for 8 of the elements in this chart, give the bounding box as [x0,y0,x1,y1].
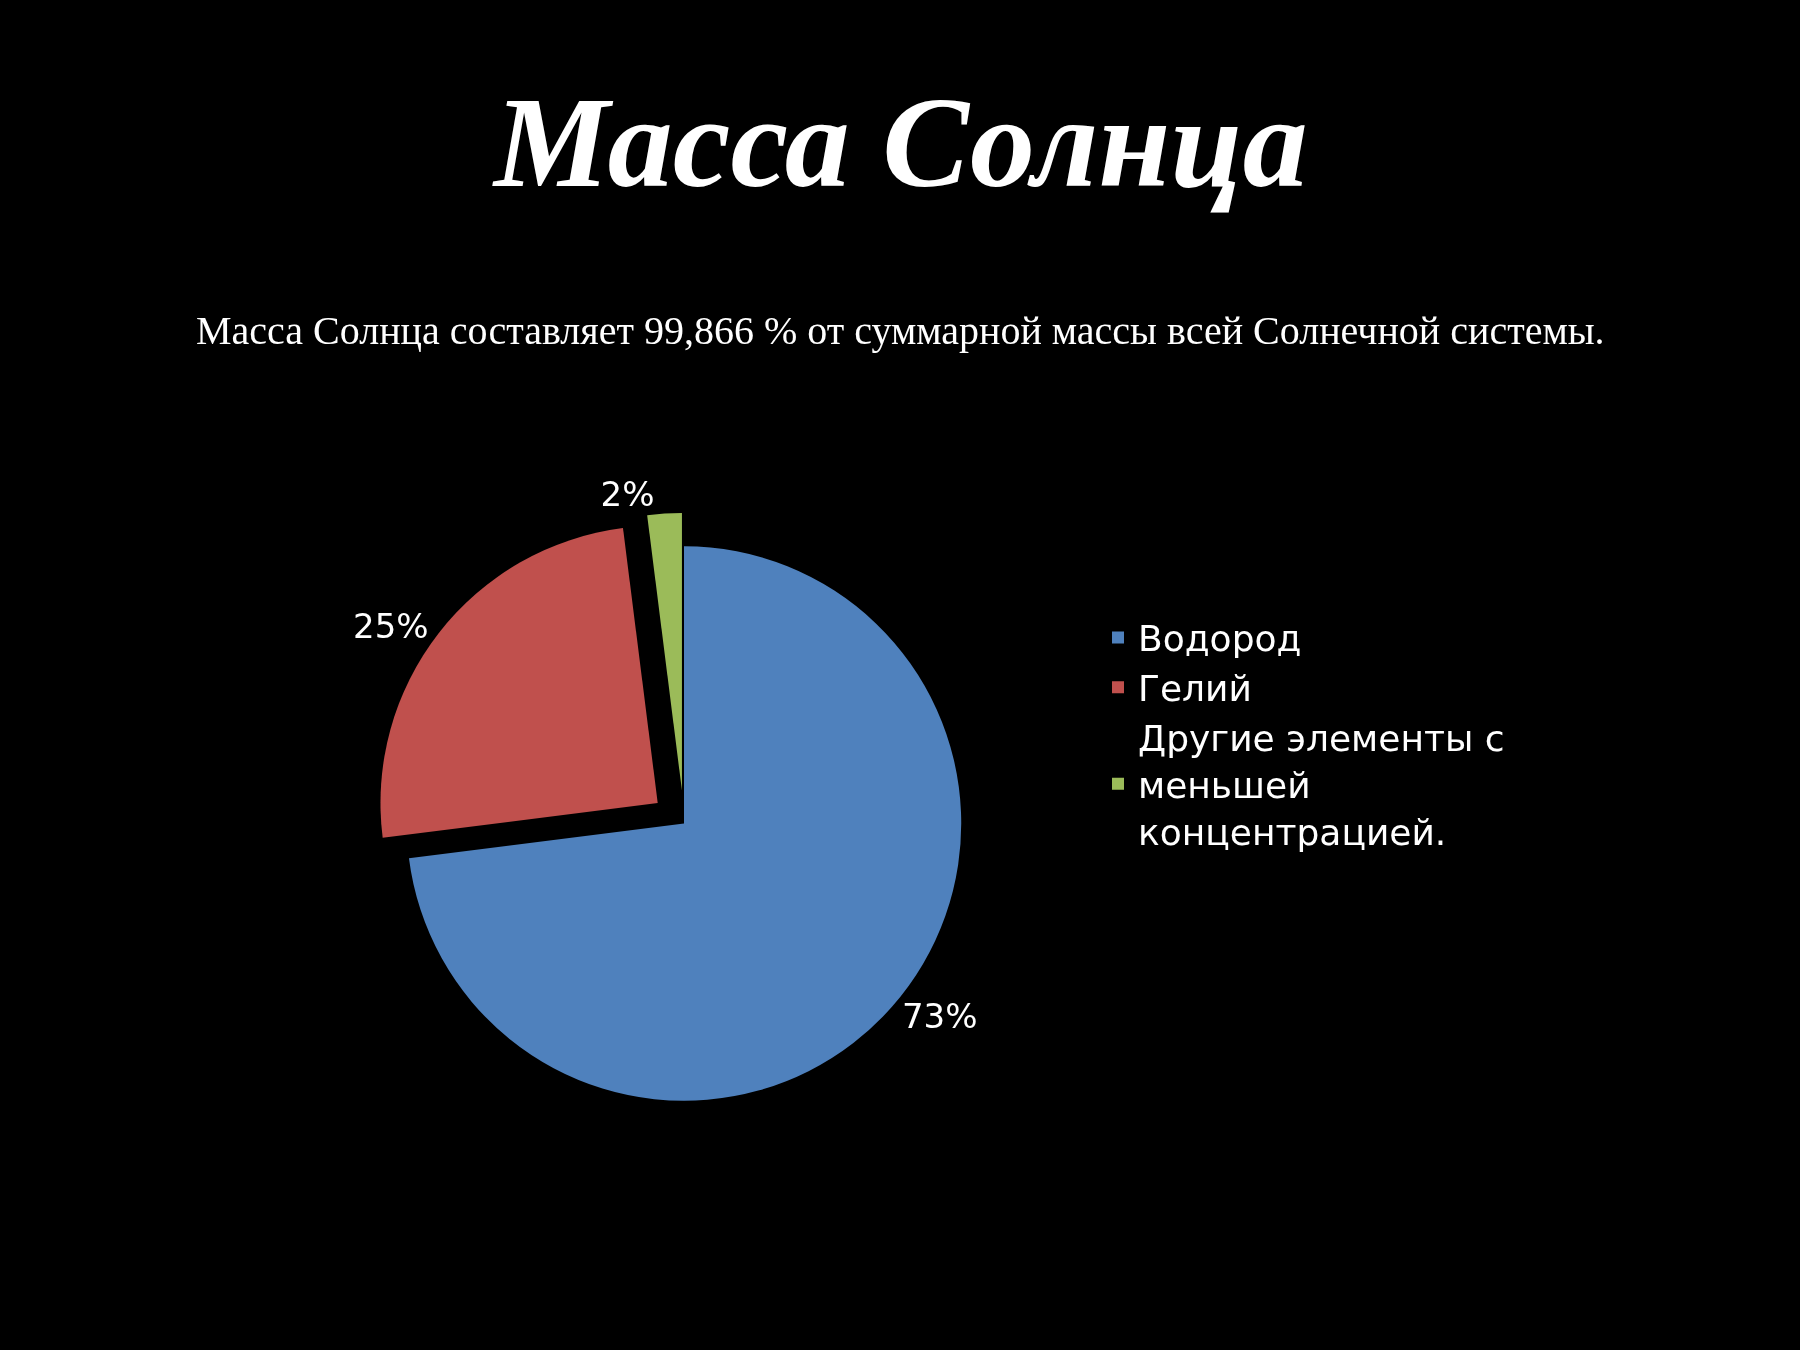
legend-label: Гелий [1138,668,1252,710]
data-label: 73% [901,995,978,1036]
chart-title: Масса Солнца [492,70,1308,214]
legend-label: Водород [1138,618,1302,660]
chart-subtitle: Масса Солнца составляет 99,866 % от суммарной массы всей Солнечной системы. [196,308,1605,353]
data-label: 2% [600,473,655,514]
data-label: 25% [353,605,429,646]
legend-label: Другие элементы с меньшей концентрацией. [1138,718,1505,853]
